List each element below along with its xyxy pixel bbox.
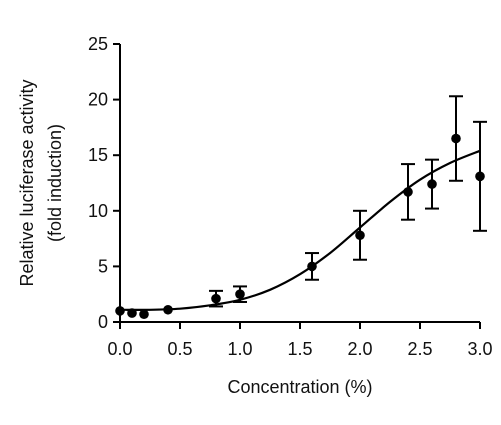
data-point-9 (427, 179, 437, 189)
fit-curve (119, 149, 481, 311)
x-tick-label-2: 1.0 (227, 339, 252, 359)
x-tick-label-6: 3.0 (467, 339, 492, 359)
x-tick-label-1: 0.5 (167, 339, 192, 359)
y-tick-label-2: 10 (88, 201, 108, 221)
data-point-4 (211, 293, 221, 304)
y-tick-label-5: 25 (88, 34, 108, 54)
x-tick-label-0: 0.0 (107, 339, 132, 359)
y-tick-label-1: 5 (98, 256, 108, 276)
data-point-10 (451, 133, 461, 144)
y-axis-title: Relative luciferase activity (fold induc… (17, 79, 65, 286)
data-point-2 (139, 309, 149, 320)
data-point-1 (127, 308, 137, 318)
data-point-8 (403, 187, 413, 197)
x-tick-label-3: 1.5 (287, 339, 312, 359)
x-tick-label-4: 2.0 (347, 339, 372, 359)
data-point-3 (163, 304, 173, 315)
y-tick-label-4: 20 (88, 90, 108, 110)
y-axis-title-line2: (fold induction) (45, 124, 65, 242)
plot-area (115, 95, 487, 320)
y-tick-label-0: 0 (98, 312, 108, 332)
x-axis-title: Concentration (%) (227, 377, 372, 397)
axes: 0 5 10 15 20 25 0.0 0.5 1.0 1.5 2.0 2.5 3.0 (88, 34, 493, 359)
y-axis-title-line1: Relative luciferase activity (17, 79, 37, 286)
x-tick-label-5: 2.5 (407, 339, 432, 359)
data-point-6 (307, 261, 317, 272)
data-point-5 (235, 289, 245, 300)
data-point-11 (475, 171, 485, 182)
y-tick-label-3: 15 (88, 145, 108, 165)
data-point-7 (355, 230, 365, 241)
